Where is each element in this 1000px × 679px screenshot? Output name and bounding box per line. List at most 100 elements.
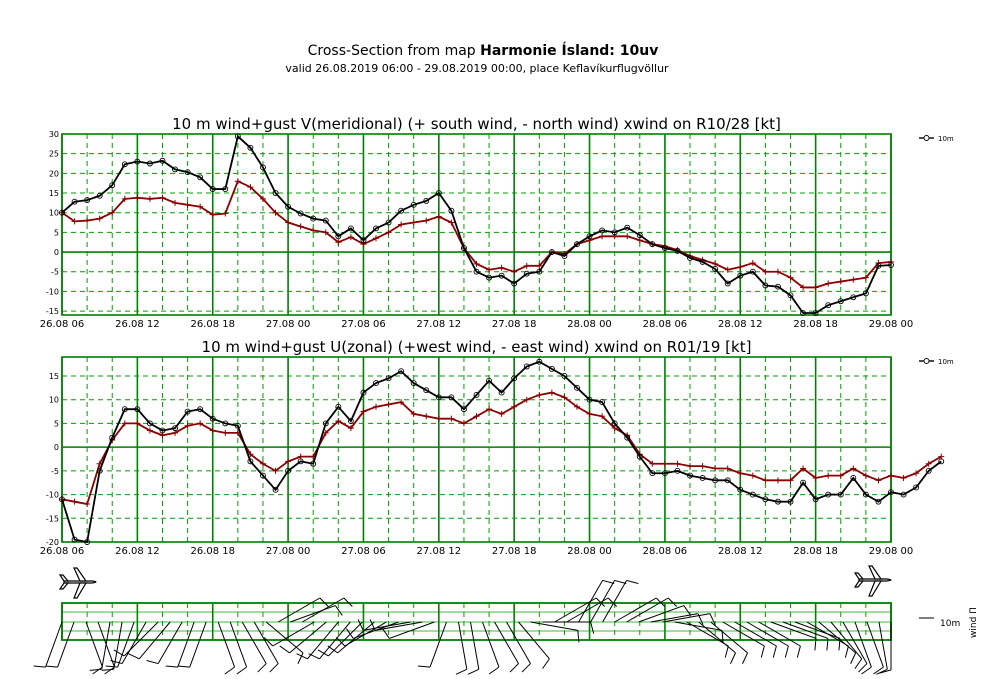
gust-point [573, 403, 580, 410]
wind-point [209, 415, 216, 422]
gust-point [398, 399, 405, 406]
gust-point [913, 470, 920, 477]
wind-point [699, 258, 706, 265]
wind-barb [578, 579, 615, 623]
wind-point [398, 207, 405, 214]
gust-point [473, 260, 480, 267]
wind-point [775, 498, 781, 505]
gust-point [900, 474, 907, 481]
wind-barb [686, 621, 729, 658]
figure-title-map: Harmonie Ísland: 10uv [480, 42, 658, 59]
y-tick-label: 15 [49, 189, 59, 198]
gust-point [84, 501, 91, 508]
gust-point [184, 422, 191, 429]
wind-point [96, 467, 103, 474]
gust-point [448, 219, 455, 226]
wind-point [511, 280, 518, 287]
wind-point [360, 237, 367, 244]
gust-point [347, 425, 354, 432]
gust-point [536, 262, 543, 269]
wind-barb [177, 621, 207, 668]
wind-point [523, 363, 530, 370]
wind-point [260, 472, 266, 479]
wind-point [536, 358, 543, 365]
gust-point [611, 233, 618, 240]
wind-barb [241, 621, 267, 673]
gust-point [774, 477, 781, 484]
wind-barb [758, 621, 801, 658]
wind-point [184, 408, 191, 415]
wind-point [335, 233, 342, 240]
wind-point [448, 394, 455, 401]
wind-point [71, 536, 78, 543]
legend-label: 10m [938, 135, 954, 143]
wind-barb [253, 621, 279, 673]
wind-strip-label-wind: wind Π [969, 607, 979, 638]
wind-point [360, 389, 367, 396]
wind-barb [105, 621, 135, 668]
wind-point [624, 224, 631, 231]
wind-barb [854, 621, 872, 675]
legend-marker [923, 135, 930, 141]
wind-point [297, 458, 304, 465]
wind-barb [45, 621, 75, 668]
wind-point [888, 489, 894, 496]
gust-point [712, 465, 719, 472]
wind-point [812, 496, 819, 503]
gust-point [787, 274, 794, 281]
gust-point [435, 213, 442, 220]
gust-point [498, 410, 505, 417]
gust-point [373, 403, 380, 410]
wind-point [787, 292, 794, 299]
wind-point [498, 272, 505, 279]
wind-barb [33, 621, 63, 668]
wind-point [611, 229, 618, 236]
gust-point [862, 274, 869, 281]
wind-point [837, 491, 844, 498]
gust-point [511, 268, 518, 275]
y-tick-label: 10 [49, 396, 59, 405]
gust-point [687, 463, 694, 470]
wind-barb [794, 621, 841, 651]
gust-point [473, 413, 480, 420]
wind-barb [782, 621, 829, 651]
gust-point [71, 498, 78, 505]
wind-point [96, 192, 103, 199]
wind-point [749, 268, 756, 275]
wind-point [84, 539, 91, 545]
figure-title: Cross-Section from map Harmonie Ísland: … [308, 42, 659, 59]
wind-point [423, 197, 430, 204]
gust-point [737, 263, 744, 270]
gust-point [837, 278, 844, 285]
wind-barb [566, 597, 618, 623]
wind-barb [165, 621, 195, 668]
wind-point [247, 458, 254, 465]
gust-point [523, 396, 530, 403]
wind-barb [602, 579, 639, 623]
wind-point [574, 241, 580, 248]
y-tick-label: -10 [46, 491, 59, 500]
wind-point [448, 207, 455, 214]
gust-point [335, 239, 342, 246]
wind-point [624, 434, 631, 441]
wind-point [197, 174, 204, 181]
wind-point [850, 475, 857, 481]
gust-point [523, 262, 530, 269]
y-tick-label: 5 [54, 419, 59, 428]
gust-point [712, 260, 719, 267]
gust-point [511, 403, 518, 410]
gust-point [96, 215, 103, 222]
wind-barb [674, 621, 724, 643]
wind-point [611, 420, 618, 427]
wind-point [862, 290, 869, 297]
wind-point [134, 406, 141, 413]
wind-point [561, 253, 568, 259]
wind-barb [467, 621, 480, 675]
gust-point [423, 413, 430, 420]
wind-barb [830, 621, 863, 669]
legend-label: 10m [938, 358, 954, 366]
wind-barb [626, 597, 678, 623]
gust-point [197, 420, 204, 427]
wind-barb [113, 621, 159, 657]
